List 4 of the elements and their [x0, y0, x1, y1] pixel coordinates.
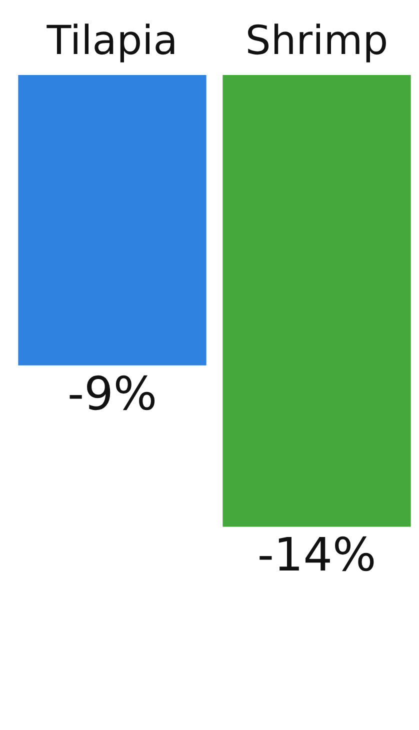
data-label: -14% — [257, 528, 376, 582]
data-label: -9% — [67, 366, 158, 420]
x-tick-label: Tilapia — [46, 18, 178, 64]
x-tick-label: Shrimp — [245, 18, 388, 64]
